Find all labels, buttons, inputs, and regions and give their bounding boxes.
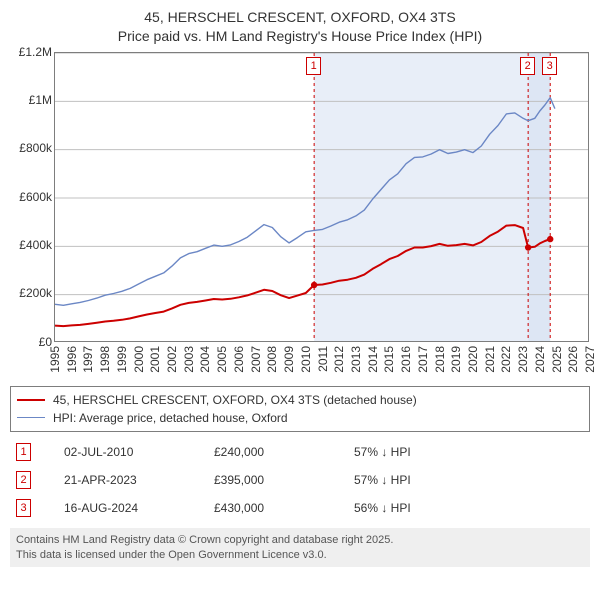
x-tick-label: 2017 xyxy=(416,346,430,373)
y-tick-label: £1.2M xyxy=(19,45,52,59)
table-row: 1 02-JUL-2010£240,00057% ↓ HPI xyxy=(10,438,590,466)
title-address: 45, HERSCHEL CRESCENT, OXFORD, OX4 3TS xyxy=(10,8,590,27)
legend-item: 45, HERSCHEL CRESCENT, OXFORD, OX4 3TS (… xyxy=(17,391,583,409)
table-row: 3 16-AUG-2024£430,00056% ↓ HPI xyxy=(10,494,590,522)
x-tick-label: 2019 xyxy=(449,346,463,373)
chart-title: 45, HERSCHEL CRESCENT, OXFORD, OX4 3TS P… xyxy=(10,8,590,46)
x-tick-label: 1999 xyxy=(115,346,129,373)
sale-date: 16-AUG-2024 xyxy=(58,494,208,522)
y-tick-label: £800k xyxy=(19,141,52,155)
x-axis: 1995199619971998199920002001200220032004… xyxy=(54,342,589,382)
legend-label: HPI: Average price, detached house, Oxfo… xyxy=(53,409,288,427)
y-tick-label: £600k xyxy=(19,190,52,204)
x-tick-label: 2016 xyxy=(399,346,413,373)
x-tick-label: 2021 xyxy=(483,346,497,373)
sale-date: 02-JUL-2010 xyxy=(58,438,208,466)
x-tick-label: 2023 xyxy=(516,346,530,373)
table-row: 2 21-APR-2023£395,00057% ↓ HPI xyxy=(10,466,590,494)
sale-price: £240,000 xyxy=(208,438,348,466)
x-tick-label: 1996 xyxy=(65,346,79,373)
x-tick-label: 2010 xyxy=(299,346,313,373)
x-tick-label: 1995 xyxy=(48,346,62,373)
sale-badge: 3 xyxy=(16,499,31,517)
y-tick-label: £200k xyxy=(19,286,52,300)
x-tick-label: 2000 xyxy=(132,346,146,373)
chart-container: 45, HERSCHEL CRESCENT, OXFORD, OX4 3TS P… xyxy=(0,0,600,573)
footer-line1: Contains HM Land Registry data © Crown c… xyxy=(16,533,584,548)
y-axis: £0£200k£400k£600k£800k£1M£1.2M xyxy=(10,52,54,342)
sale-delta: 57% ↓ HPI xyxy=(348,466,590,494)
chart-area: £0£200k£400k£600k£800k£1M£1.2M 123 19951… xyxy=(10,52,590,382)
x-tick-label: 2009 xyxy=(282,346,296,373)
sale-badge: 2 xyxy=(16,471,31,489)
x-tick-label: 2008 xyxy=(265,346,279,373)
x-tick-label: 2003 xyxy=(182,346,196,373)
legend-swatch xyxy=(17,399,45,401)
sale-date: 21-APR-2023 xyxy=(58,466,208,494)
sale-flag: 1 xyxy=(306,57,321,75)
sale-delta: 56% ↓ HPI xyxy=(348,494,590,522)
x-tick-label: 2007 xyxy=(249,346,263,373)
x-tick-label: 2004 xyxy=(198,346,212,373)
x-tick-label: 2014 xyxy=(366,346,380,373)
x-tick-label: 2012 xyxy=(332,346,346,373)
legend-item: HPI: Average price, detached house, Oxfo… xyxy=(17,409,583,427)
sales-table: 1 02-JUL-2010£240,00057% ↓ HPI 2 21-APR-202… xyxy=(10,438,590,522)
sale-price: £395,000 xyxy=(208,466,348,494)
y-tick-label: £1M xyxy=(29,93,52,107)
x-tick-label: 2025 xyxy=(550,346,564,373)
x-tick-label: 2022 xyxy=(499,346,513,373)
x-tick-label: 2011 xyxy=(316,346,330,372)
x-tick-label: 1998 xyxy=(98,346,112,373)
x-tick-label: 2006 xyxy=(232,346,246,373)
x-tick-label: 1997 xyxy=(81,346,95,373)
x-tick-label: 2001 xyxy=(148,346,162,373)
plot-area: 1 23 xyxy=(54,52,589,342)
x-tick-label: 2015 xyxy=(382,346,396,373)
footer-line2: This data is licensed under the Open Gov… xyxy=(16,548,584,563)
attribution-footer: Contains HM Land Registry data © Crown c… xyxy=(10,528,590,568)
legend-label: 45, HERSCHEL CRESCENT, OXFORD, OX4 3TS (… xyxy=(53,391,417,409)
x-tick-label: 2013 xyxy=(349,346,363,373)
x-tick-label: 2018 xyxy=(433,346,447,373)
sale-price: £430,000 xyxy=(208,494,348,522)
x-tick-label: 2005 xyxy=(215,346,229,373)
legend: 45, HERSCHEL CRESCENT, OXFORD, OX4 3TS (… xyxy=(10,386,590,432)
x-tick-label: 2002 xyxy=(165,346,179,373)
sale-flag: 2 xyxy=(520,57,535,75)
x-tick-label: 2027 xyxy=(583,346,597,373)
sale-badge: 1 xyxy=(16,443,31,461)
sale-delta: 57% ↓ HPI xyxy=(348,438,590,466)
y-tick-label: £400k xyxy=(19,238,52,252)
x-tick-label: 2020 xyxy=(466,346,480,373)
x-tick-label: 2026 xyxy=(566,346,580,373)
sale-flag: 3 xyxy=(542,57,557,75)
legend-swatch xyxy=(17,417,45,418)
title-subtitle: Price paid vs. HM Land Registry's House … xyxy=(10,27,590,46)
x-tick-label: 2024 xyxy=(533,346,547,373)
